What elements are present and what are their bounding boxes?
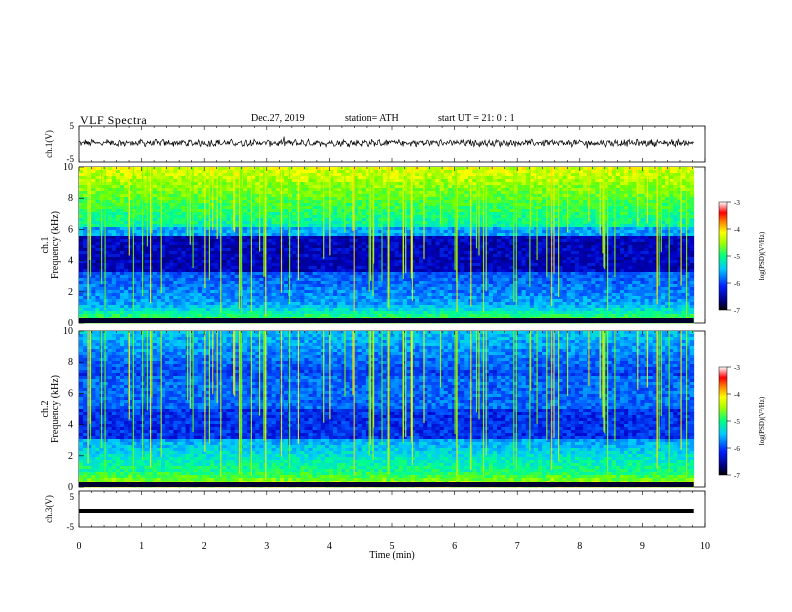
colorbar-tick-label: -4 <box>734 226 740 234</box>
ytick-label: 8 <box>68 357 73 368</box>
colorbar-tick-label: -3 <box>734 364 740 372</box>
colorbar-tick-label: -7 <box>734 472 740 480</box>
ytick-label: 2 <box>68 287 73 298</box>
ytick-label: 6 <box>68 224 73 235</box>
colorbar-tick-label: -6 <box>734 280 740 288</box>
colorbar-tick-label: -6 <box>734 445 740 453</box>
colorbar-tick-label: -7 <box>734 307 740 315</box>
ch2-colorbar-ticks: -3 -4 -5 -6 -7 <box>727 364 740 480</box>
colorbar-tick-label: -5 <box>734 253 740 261</box>
time-tick-label: 0 <box>77 541 82 552</box>
ch3-ytick-top: 5 <box>70 492 75 502</box>
ytick-label: 10 <box>63 326 73 337</box>
time-tick-label: 7 <box>515 541 520 552</box>
colorbar-tick-label: -3 <box>734 199 740 207</box>
ch3-ytick-bottom: -5 <box>67 522 75 532</box>
ch1-spectrogram-ylabel-bottom: Frequency (kHz) <box>50 211 61 279</box>
ch3-ylabel: ch.3(V) <box>44 495 54 523</box>
ch1-colorbar: -3 -4 -5 -6 -7 log(PSD)(V²/Hz) <box>718 199 766 315</box>
colorbar-tick-label: -5 <box>734 418 740 426</box>
ytick-label: 6 <box>68 388 73 399</box>
ytick-label: 2 <box>68 451 73 462</box>
ytick-label: 4 <box>68 420 73 431</box>
time-tick-label: 4 <box>327 541 332 552</box>
time-tick-label: 8 <box>577 541 582 552</box>
ch1-ylabel: ch.1(V) <box>44 130 54 158</box>
ch1-waveform-panel: 5 -5 ch.1(V) <box>44 121 706 164</box>
ch2-spectrogram-ylabel-bottom: Frequency (kHz) <box>50 375 61 443</box>
time-tick-label: 6 <box>452 541 457 552</box>
ch1-colorbar-label: log(PSD)(V²/Hz) <box>758 231 766 280</box>
ch2-colorbar-label: log(PSD)(V²/Hz) <box>758 396 766 445</box>
time-tick-label: 9 <box>640 541 645 552</box>
ch1-colorbar-scale <box>718 201 728 311</box>
ch3-waveform-panel: 5 -5 ch.3(V) <box>44 490 706 532</box>
ch1-colorbar-ticks: -3 -4 -5 -6 -7 <box>727 199 740 315</box>
ytick-label: 10 <box>63 162 73 173</box>
ytick-label: 4 <box>68 256 73 267</box>
time-tick-label: 2 <box>202 541 207 552</box>
ch2-spectrogram-image <box>79 331 695 488</box>
ytick-label: 8 <box>68 193 73 204</box>
time-tick-label: 10 <box>700 541 710 552</box>
colorbar-tick-label: -4 <box>734 391 740 399</box>
ch1-ytick-top: 5 <box>70 121 75 131</box>
time-tick-label: 3 <box>264 541 269 552</box>
ch2-colorbar: -3 -4 -5 -6 -7 log(PSD)(V²/Hz) <box>718 364 766 480</box>
ch1-spectrogram-image <box>79 167 695 324</box>
ch2-colorbar-scale <box>718 366 728 476</box>
time-tick-label: 1 <box>139 541 144 552</box>
time-axis: Time (min) 0 1 2 3 4 5 6 7 8 9 10 <box>77 541 711 561</box>
time-tick-label: 5 <box>390 541 395 552</box>
